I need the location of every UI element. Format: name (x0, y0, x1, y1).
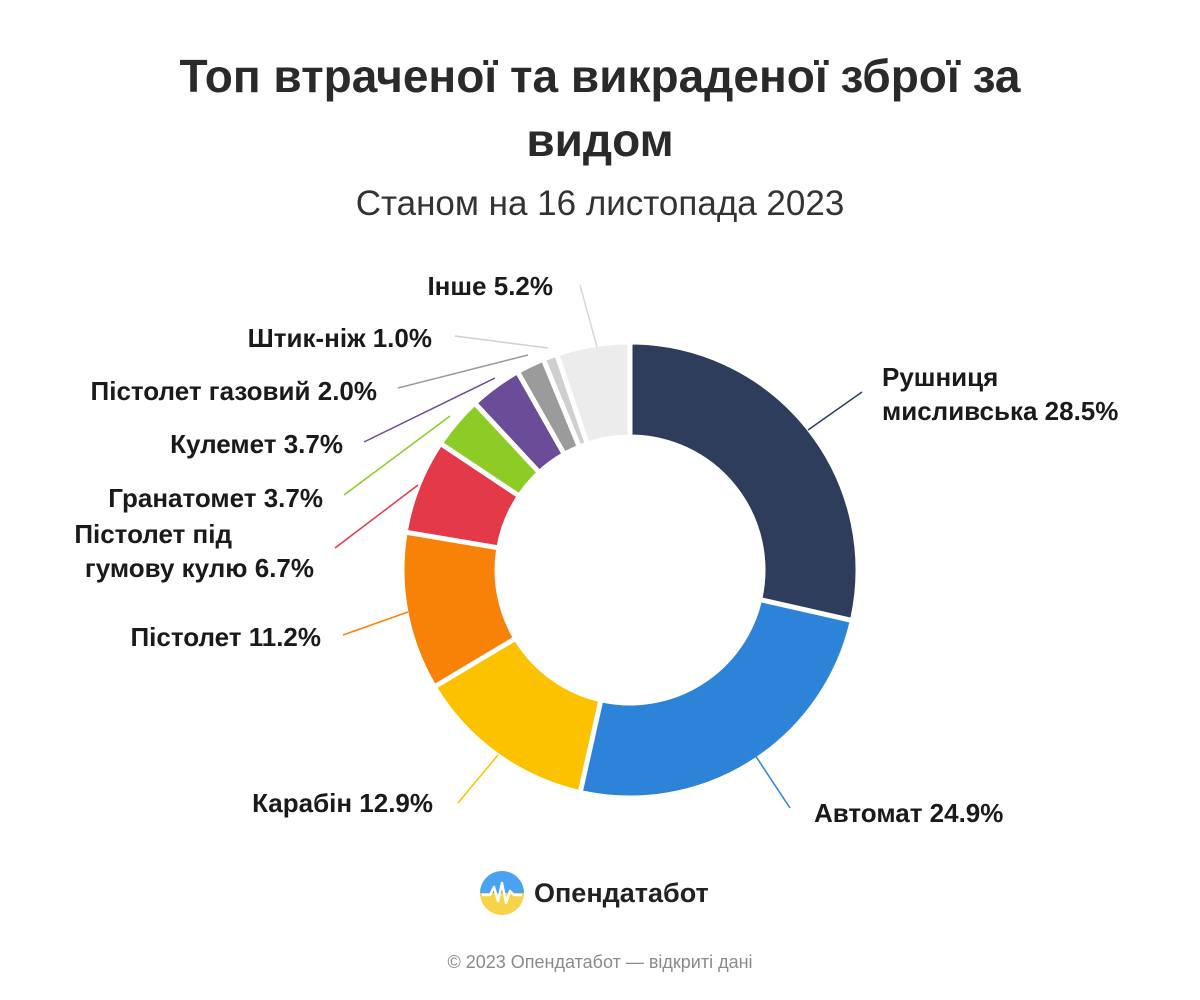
copyright-text: © 2023 Опендатабот — відкриті дані (447, 952, 753, 972)
donut-slice (477, 373, 563, 471)
leader-line (807, 391, 863, 431)
slice-label: Гранатомет 3.7% (108, 483, 323, 513)
slice-label: Інше 5.2% (427, 271, 553, 301)
slice-label: Рушниця мисливська 28.5% (882, 362, 1118, 426)
donut-slice (519, 361, 578, 453)
slice-label: Автомат 24.9% (814, 798, 1003, 828)
donut-slice (406, 445, 518, 547)
slice-label: Кулемет 3.7% (170, 429, 343, 459)
opendatabot-logo: Опендатабот (480, 870, 709, 916)
leader-line (579, 284, 598, 348)
logo-text: Опендатабот (534, 877, 709, 908)
donut-slice (545, 356, 586, 445)
donut-slice (442, 405, 538, 494)
leader-line (454, 335, 549, 349)
slice-label: Пістолет під гумову кулю 6.7% (74, 519, 314, 583)
leader-line (342, 611, 409, 636)
donut-slice (403, 533, 514, 685)
leader-line (397, 354, 529, 389)
leader-line (343, 415, 451, 496)
leader-line (457, 754, 499, 804)
chart-subtitle: Станом на 16 листопада 2023 (355, 184, 845, 223)
donut-slice (436, 640, 600, 791)
chart-title: Топ втраченої та викраденої зброї за вид… (179, 50, 1021, 166)
donut-slice (631, 343, 857, 619)
donut-slice (558, 343, 629, 443)
slice-label: Штик-ніж 1.0% (248, 323, 432, 353)
leader-line (334, 484, 419, 549)
leader-line (363, 377, 496, 443)
slice-label: Пістолет газовий 2.0% (91, 376, 377, 406)
leader-line (754, 754, 791, 809)
donut-slice (582, 601, 851, 797)
slice-label: Карабін 12.9% (252, 788, 433, 818)
slice-label: Пістолет 11.2% (130, 622, 321, 652)
opendatabot-logo-icon (480, 871, 524, 915)
